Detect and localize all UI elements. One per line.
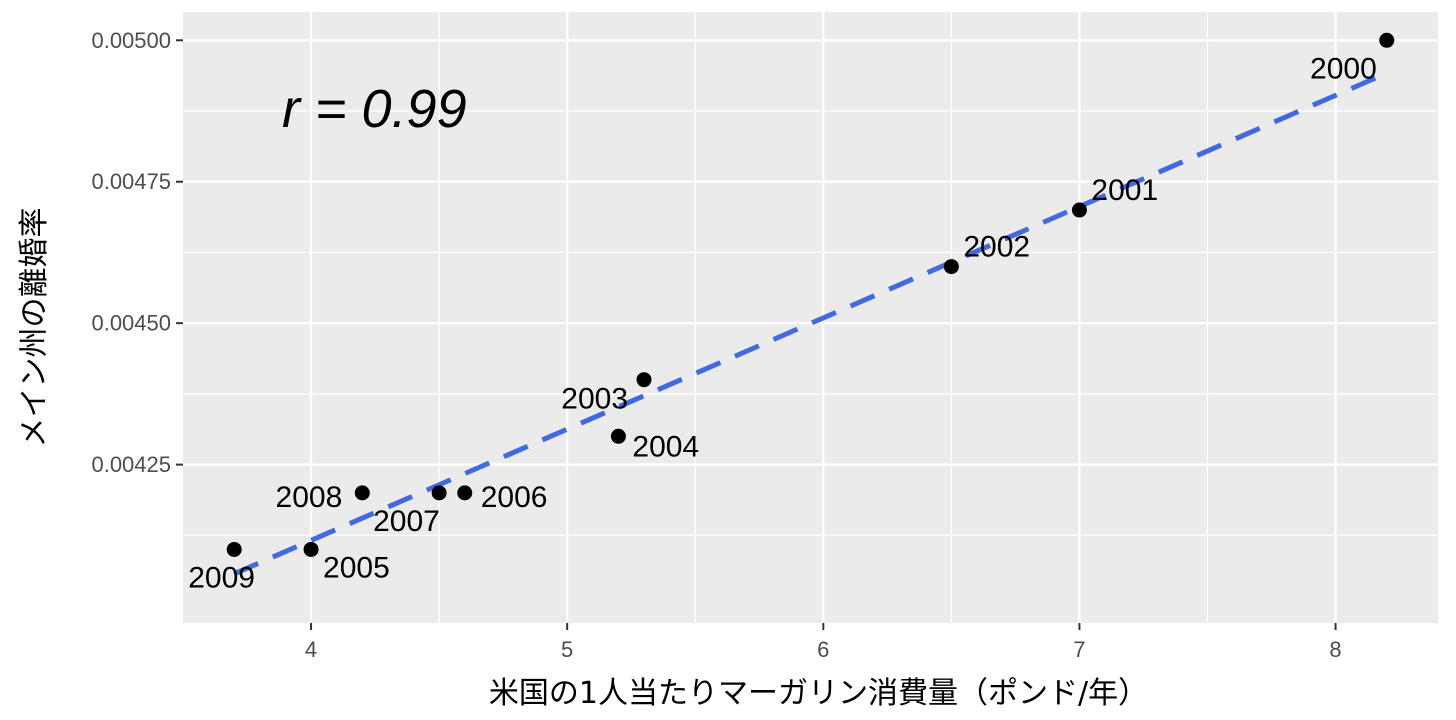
data-point-2006	[457, 485, 473, 501]
point-label-2004: 2004	[632, 430, 699, 463]
data-point-2008	[354, 485, 370, 501]
y-axis-title: メイン州の離婚率	[17, 208, 52, 448]
data-point-2007	[431, 485, 447, 501]
data-point-2004	[610, 428, 626, 444]
point-label-2001: 2001	[1091, 174, 1158, 207]
point-label-2005: 2005	[323, 551, 390, 584]
point-label-2006: 2006	[481, 481, 548, 514]
point-label-2008: 2008	[276, 481, 343, 514]
point-label-2007: 2007	[373, 505, 440, 538]
data-point-2001	[1071, 202, 1087, 218]
grid-minor-lines	[183, 12, 1438, 623]
point-label-2002: 2002	[963, 231, 1030, 264]
correlation-annotation: r = 0.99	[282, 79, 467, 139]
y-axis: 0.00425 0.00450 0.00475 0.00500	[91, 28, 183, 477]
x-tick-label: 8	[1329, 637, 1341, 662]
plot-panel	[183, 12, 1438, 623]
y-tick-label: 0.00500	[91, 28, 171, 53]
x-tick-label: 6	[817, 637, 829, 662]
point-label-2009: 2009	[188, 561, 255, 594]
point-label-2000: 2000	[1310, 52, 1377, 85]
data-point-2003	[636, 372, 652, 388]
x-tick-label: 4	[305, 637, 317, 662]
x-tick-label: 7	[1073, 637, 1085, 662]
x-tick-label: 5	[561, 637, 573, 662]
y-tick-label: 0.00425	[91, 452, 171, 477]
y-tick-label: 0.00450	[91, 311, 171, 336]
y-tick-label: 0.00475	[91, 169, 171, 194]
x-axis: 4 5 6 7 8	[305, 623, 1342, 662]
x-axis-title: 米国の1人当たりマーガリン消費量（ポンド/年）	[489, 676, 1148, 711]
data-point-2002	[943, 259, 959, 275]
data-point-2000	[1379, 32, 1395, 48]
point-label-2003: 2003	[561, 383, 628, 416]
data-point-2009	[226, 541, 242, 557]
data-point-2005	[303, 541, 319, 557]
data-points	[226, 32, 1395, 557]
